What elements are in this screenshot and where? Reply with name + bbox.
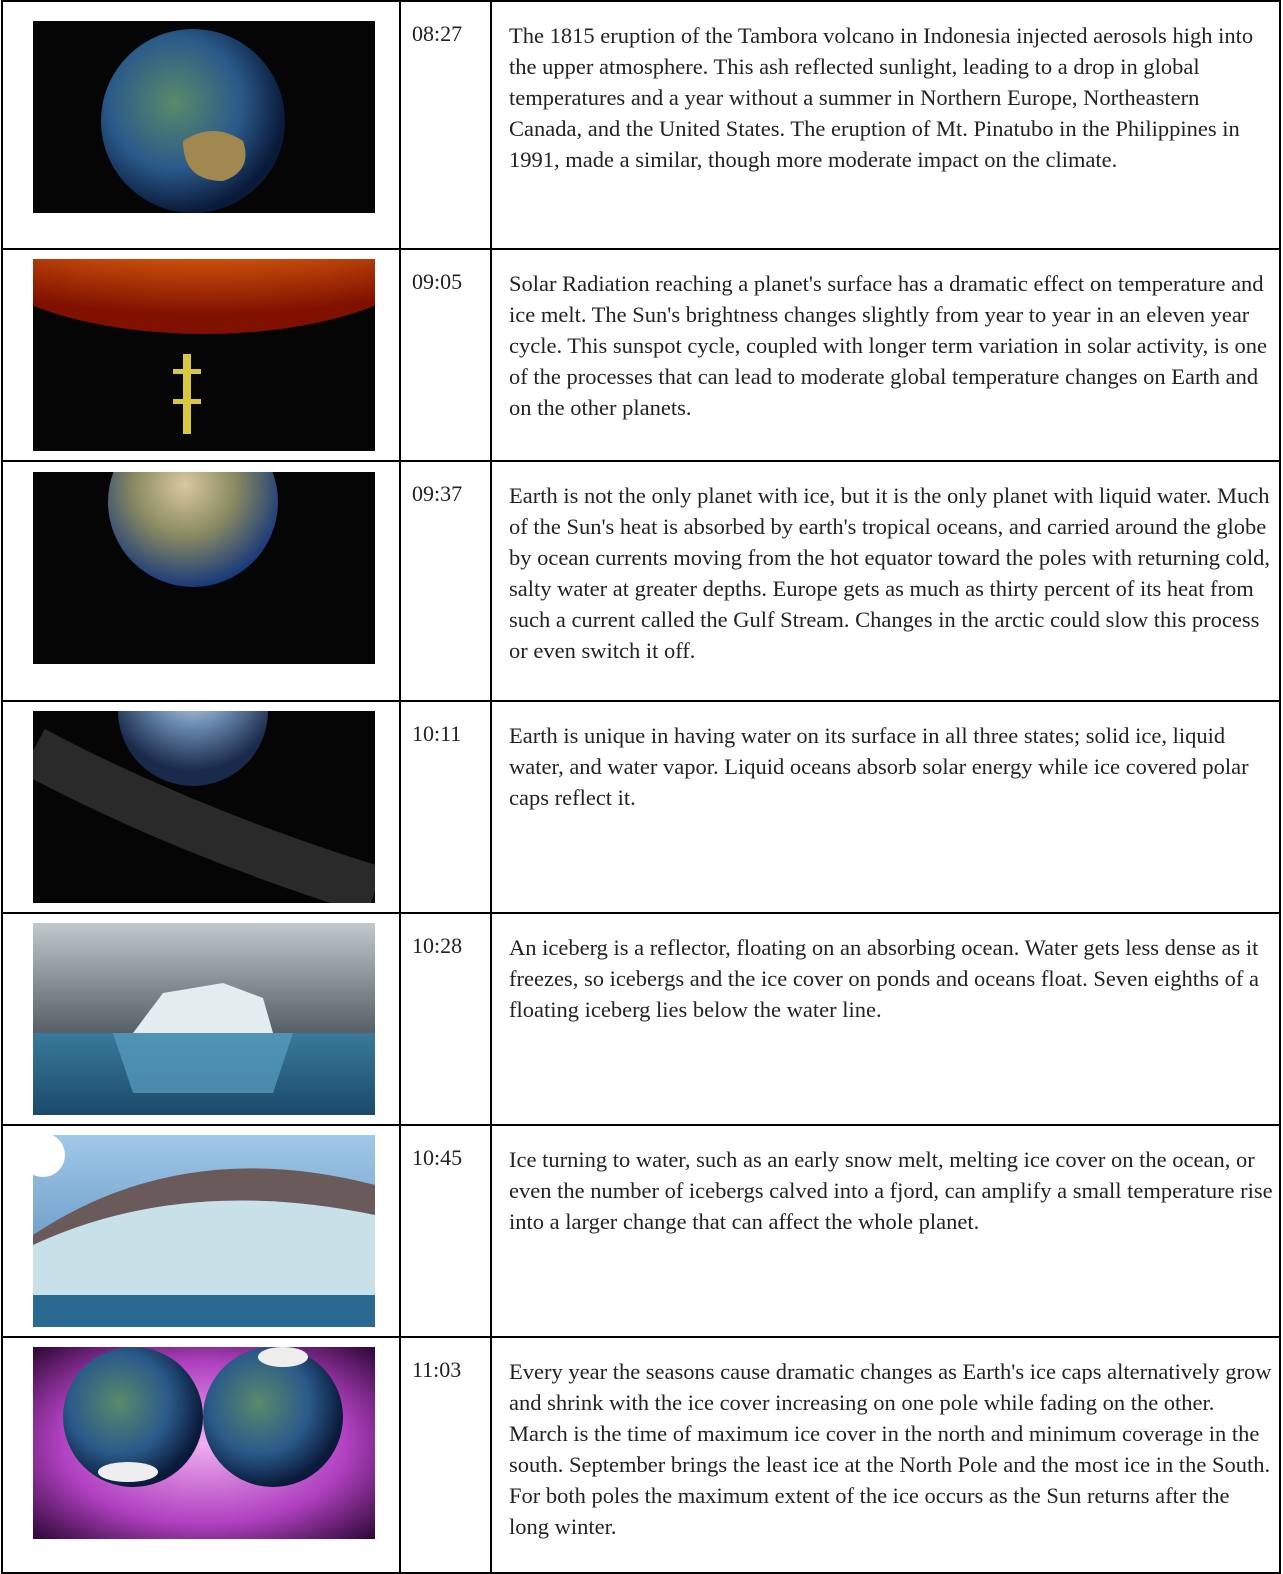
ice-cap [98, 1462, 158, 1482]
table-row: 08:27 The 1815 eruption of the Tambora v… [1, 0, 1281, 250]
earth [203, 1347, 343, 1487]
description: Earth is unique in having water on its s… [509, 723, 1249, 810]
image-cell [3, 1338, 401, 1572]
glacier [33, 1200, 375, 1300]
thumbnail [33, 21, 375, 213]
table-row: 09:37 Earth is not the only planet with … [1, 460, 1281, 702]
iceberg [133, 983, 273, 1033]
milky-way [33, 728, 375, 903]
table-row: 09:05 Solar Radiation reaching a planet'… [1, 248, 1281, 462]
ice-cap [258, 1347, 308, 1367]
thumbnail [33, 711, 375, 903]
thumbnail [33, 1135, 375, 1327]
table-row: 10:28 An iceberg is a reflector, floatin… [1, 912, 1281, 1126]
image-cell [3, 462, 401, 700]
description: The 1815 eruption of the Tambora volcano… [509, 23, 1254, 172]
table-row: 10:11 Earth is unique in having water on… [1, 700, 1281, 914]
table-row: 11:03 Every year the seasons cause drama… [1, 1336, 1281, 1574]
thumbnail [33, 1347, 375, 1539]
timestamp: 11:03 [399, 1338, 492, 1572]
spacecraft [173, 354, 201, 434]
sun [33, 259, 375, 334]
description: Solar Radiation reaching a planet's surf… [509, 271, 1267, 420]
timestamp: 09:05 [399, 250, 492, 460]
timestamp: 08:27 [399, 2, 492, 248]
continent [183, 131, 246, 181]
thumbnail [33, 259, 375, 451]
earth [118, 711, 268, 786]
sea [33, 1295, 375, 1327]
thumbnail [33, 923, 375, 1115]
iceberg-underwater [113, 1033, 293, 1093]
timestamp: 10:11 [399, 702, 492, 912]
image-cell [3, 702, 401, 912]
timestamp: 10:28 [399, 914, 492, 1124]
image-cell [3, 1126, 401, 1336]
table-row: 10:45 Ice turning to water, such as an e… [1, 1124, 1281, 1338]
timestamp: 10:45 [399, 1126, 492, 1336]
image-cell [3, 250, 401, 460]
image-cell [3, 2, 401, 248]
description: Ice turning to water, such as an early s… [509, 1147, 1273, 1234]
earth [101, 29, 285, 213]
sun [33, 1135, 65, 1177]
description: Earth is not the only planet with ice, b… [509, 483, 1271, 663]
description: Every year the seasons cause dramatic ch… [509, 1359, 1272, 1539]
earth [63, 1347, 203, 1487]
image-cell [3, 914, 401, 1124]
earth [108, 472, 278, 587]
description: An iceberg is a reflector, floating on a… [509, 935, 1259, 1022]
thumbnail [33, 472, 375, 664]
timestamp: 09:37 [399, 462, 492, 700]
